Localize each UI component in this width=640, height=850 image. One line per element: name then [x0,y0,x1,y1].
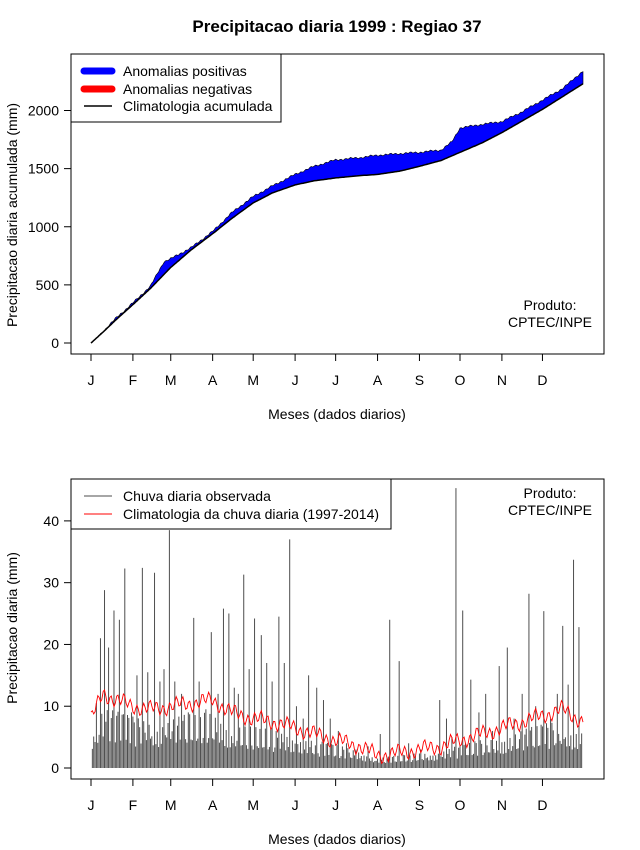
cumulative-panel: 0 500 1000 1500 2000 J F M A M J J A S O N D Meses (dad… [4,53,605,422]
x-tick-label: O [455,797,466,813]
legend-label-positive: Anomalias positivas [123,63,247,79]
legend-label-clim-daily: Climatologia da chuva diaria (1997-2014) [123,506,379,522]
ylabel-cumulative: Precipitacao diaria acumulada (mm) [4,103,20,327]
x-tick-label: M [247,372,259,388]
y-axis-cumulative: 0 500 1000 1500 2000 [28,103,71,351]
y-tick-label: 2000 [28,103,59,119]
x-tick-label: M [165,372,177,388]
x-tick-label: J [88,372,95,388]
y-tick-label: 500 [36,277,60,293]
x-tick-label: N [497,797,507,813]
y-tick-label: 0 [51,760,59,776]
xlabel-daily: Meses (dados diarios) [268,831,406,847]
legend-daily: Chuva diaria observada Climatologia da c… [70,478,392,530]
x-tick-label: A [373,797,383,813]
climatology-daily-series [90,689,584,765]
x-tick-label: J [292,797,299,813]
xlabel-cumulative: Meses (dados diarios) [268,406,406,422]
observed-rain-bars [91,488,583,768]
x-tick-label: J [88,797,95,813]
y-tick-label: 20 [43,636,59,652]
y-tick-label: 1000 [28,219,59,235]
y-tick-label: 1500 [28,161,59,177]
plot-frame-cumulative [70,53,605,355]
x-tick-label: J [332,797,339,813]
climatology-daily-line [90,689,584,765]
x-tick-label: J [332,372,339,388]
y-tick-label: 40 [43,513,59,529]
x-tick-label: A [373,372,383,388]
x-tick-label: F [129,372,138,388]
y-tick-label: 30 [43,575,59,591]
legend-box-daily [70,478,392,530]
x-tick-label: N [497,372,507,388]
product-label-bottom: Produto: [524,485,577,501]
product-source-top: CPTEC/INPE [508,314,592,330]
legend-label-negative: Anomalias negativas [123,81,252,97]
climatology-cumulative-line [90,83,584,344]
anomaly-area [90,71,584,344]
legend-label-climatology: Climatologia acumulada [123,98,273,114]
chart-title: Precipitacao diaria 1999 : Regiao 37 [192,17,481,36]
x-tick-label: A [208,797,218,813]
x-tick-label: O [455,372,466,388]
x-tick-label: A [208,372,218,388]
x-tick-label: M [165,797,177,813]
ylabel-daily: Precipitacao diaria (mm) [4,552,20,704]
x-tick-label: M [247,797,259,813]
y-tick-label: 0 [51,335,59,351]
product-source-bottom: CPTEC/INPE [508,502,592,518]
daily-panel: 0 10 20 30 40 J F M A M J J A S O N D Meses (dados diar… [4,478,605,847]
x-tick-label: D [537,372,547,388]
y-tick-label: 10 [43,698,59,714]
x-tick-label: J [292,372,299,388]
y-axis-daily: 0 10 20 30 40 [43,513,71,776]
x-tick-label: S [415,797,424,813]
legend-label-observed: Chuva diaria observada [123,488,271,504]
x-tick-label: F [129,797,138,813]
legend-cumulative: Anomalias positivas Anomalias negativas … [70,53,282,123]
x-tick-label: S [415,372,424,388]
product-label-top: Produto: [524,297,577,313]
x-tick-label: D [537,797,547,813]
